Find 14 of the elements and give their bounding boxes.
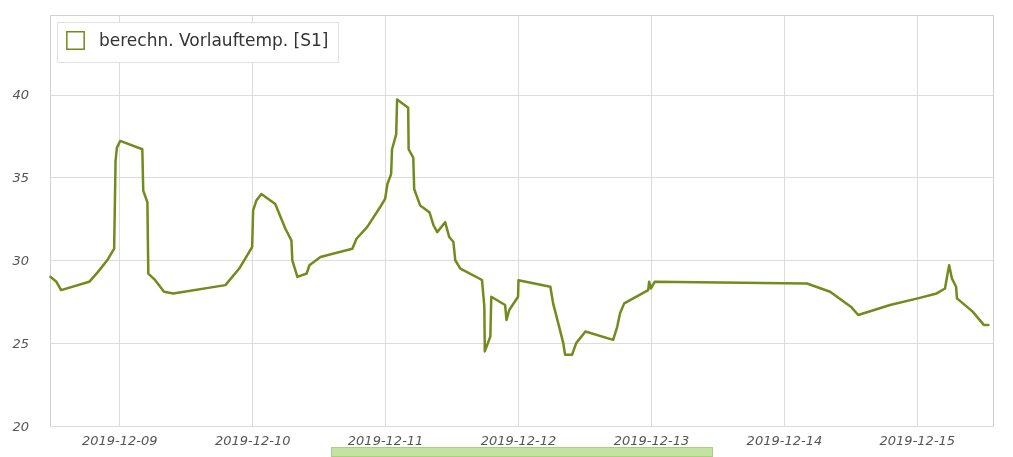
line-series <box>49 98 990 356</box>
x-tick-label: 2019-12-12 <box>480 432 557 448</box>
x-tick-label: 2019-12-11 <box>347 432 424 448</box>
x-tick-label: 2019-12-10 <box>214 432 291 448</box>
x-tick-label: 2019-12-09 <box>81 432 158 448</box>
y-tick-label: 30 <box>12 252 30 268</box>
y-tick-label: 40 <box>12 87 30 103</box>
x-tick-label: 2019-12-14 <box>746 432 823 448</box>
x-tick-label: 2019-12-15 <box>879 432 956 448</box>
y-tick-label: 25 <box>12 335 30 351</box>
y-tick-label: 20 <box>12 418 30 434</box>
legend-label: berechn. Vorlauftemp. [S1] <box>99 29 329 50</box>
y-tick-label: 35 <box>12 169 30 185</box>
x-tick-label: 2019-12-13 <box>613 432 690 448</box>
